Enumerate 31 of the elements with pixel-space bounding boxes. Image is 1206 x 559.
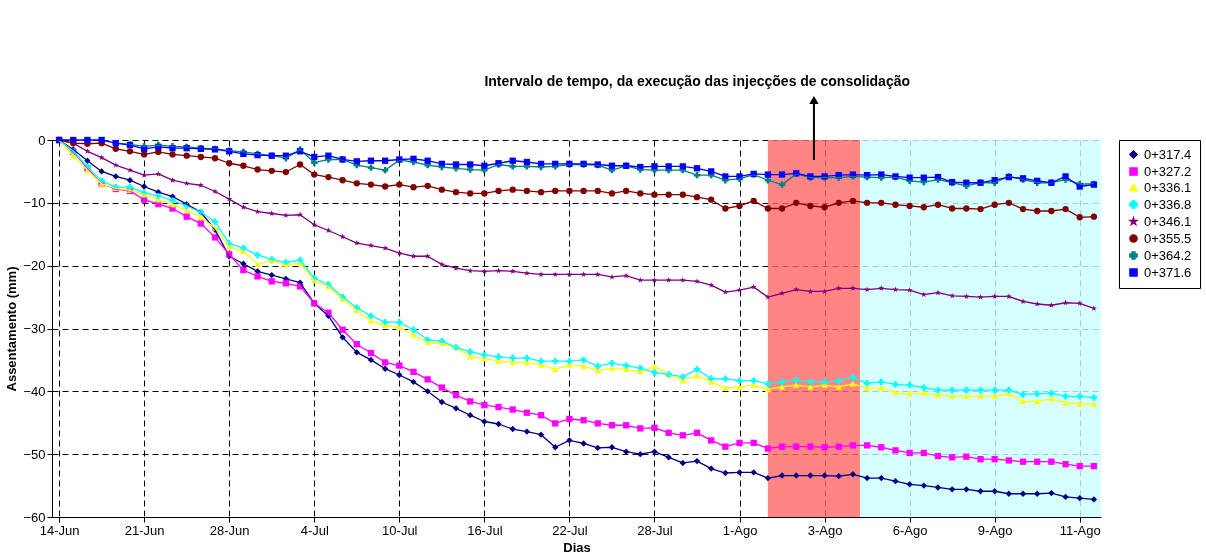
text: Intervalo de tempo, da execução das injecções de consolidação <box>484 73 911 89</box>
x-tick-label: 9-Ago <box>977 522 1013 538</box>
x-tick-label: 28-Jun <box>209 522 250 538</box>
x-axis-title: Dias <box>563 539 591 555</box>
y-tick-label: −10 <box>23 195 46 211</box>
y-tick-label: −50 <box>23 446 46 462</box>
y-tick-label: −40 <box>23 383 46 399</box>
x-tick-label: 3-Ago <box>807 522 843 538</box>
x-tick-label: 11-Ago <box>1059 522 1101 538</box>
legend-label: 0+346.1 <box>1144 213 1192 229</box>
x-tick-label: 10-Jul <box>382 522 418 538</box>
x-tick-label: 14-Jun <box>39 522 80 538</box>
x-tick-label: 16-Jul <box>467 522 503 538</box>
legend-label: 0+317.4 <box>1144 146 1192 162</box>
y-tick-label: −30 <box>23 321 46 336</box>
y-tick-label: −20 <box>23 258 46 274</box>
x-tick-label: 4-Jul <box>300 522 329 538</box>
y-axis-title: Assentamento (mm) <box>4 266 20 392</box>
x-tick-label: 22-Jul <box>552 522 588 538</box>
legend-label: 0+364.2 <box>1144 247 1192 263</box>
y-tick-label: −60 <box>23 509 46 525</box>
x-tick-label: 1-Ago <box>722 522 758 538</box>
legend-label: 0+327.2 <box>1144 163 1192 179</box>
legend-label: 0+355.5 <box>1144 230 1192 246</box>
y-tick-label: 0 <box>38 132 46 148</box>
legend-label: 0+336.1 <box>1144 179 1192 195</box>
legend-label: 0+371.6 <box>1144 264 1192 280</box>
x-tick-label: 28-Jul <box>637 522 673 538</box>
x-tick-label: 6-Ago <box>892 522 928 538</box>
legend-label: 0+336.8 <box>1144 196 1192 212</box>
x-tick-label: 21-Jun <box>124 522 165 538</box>
